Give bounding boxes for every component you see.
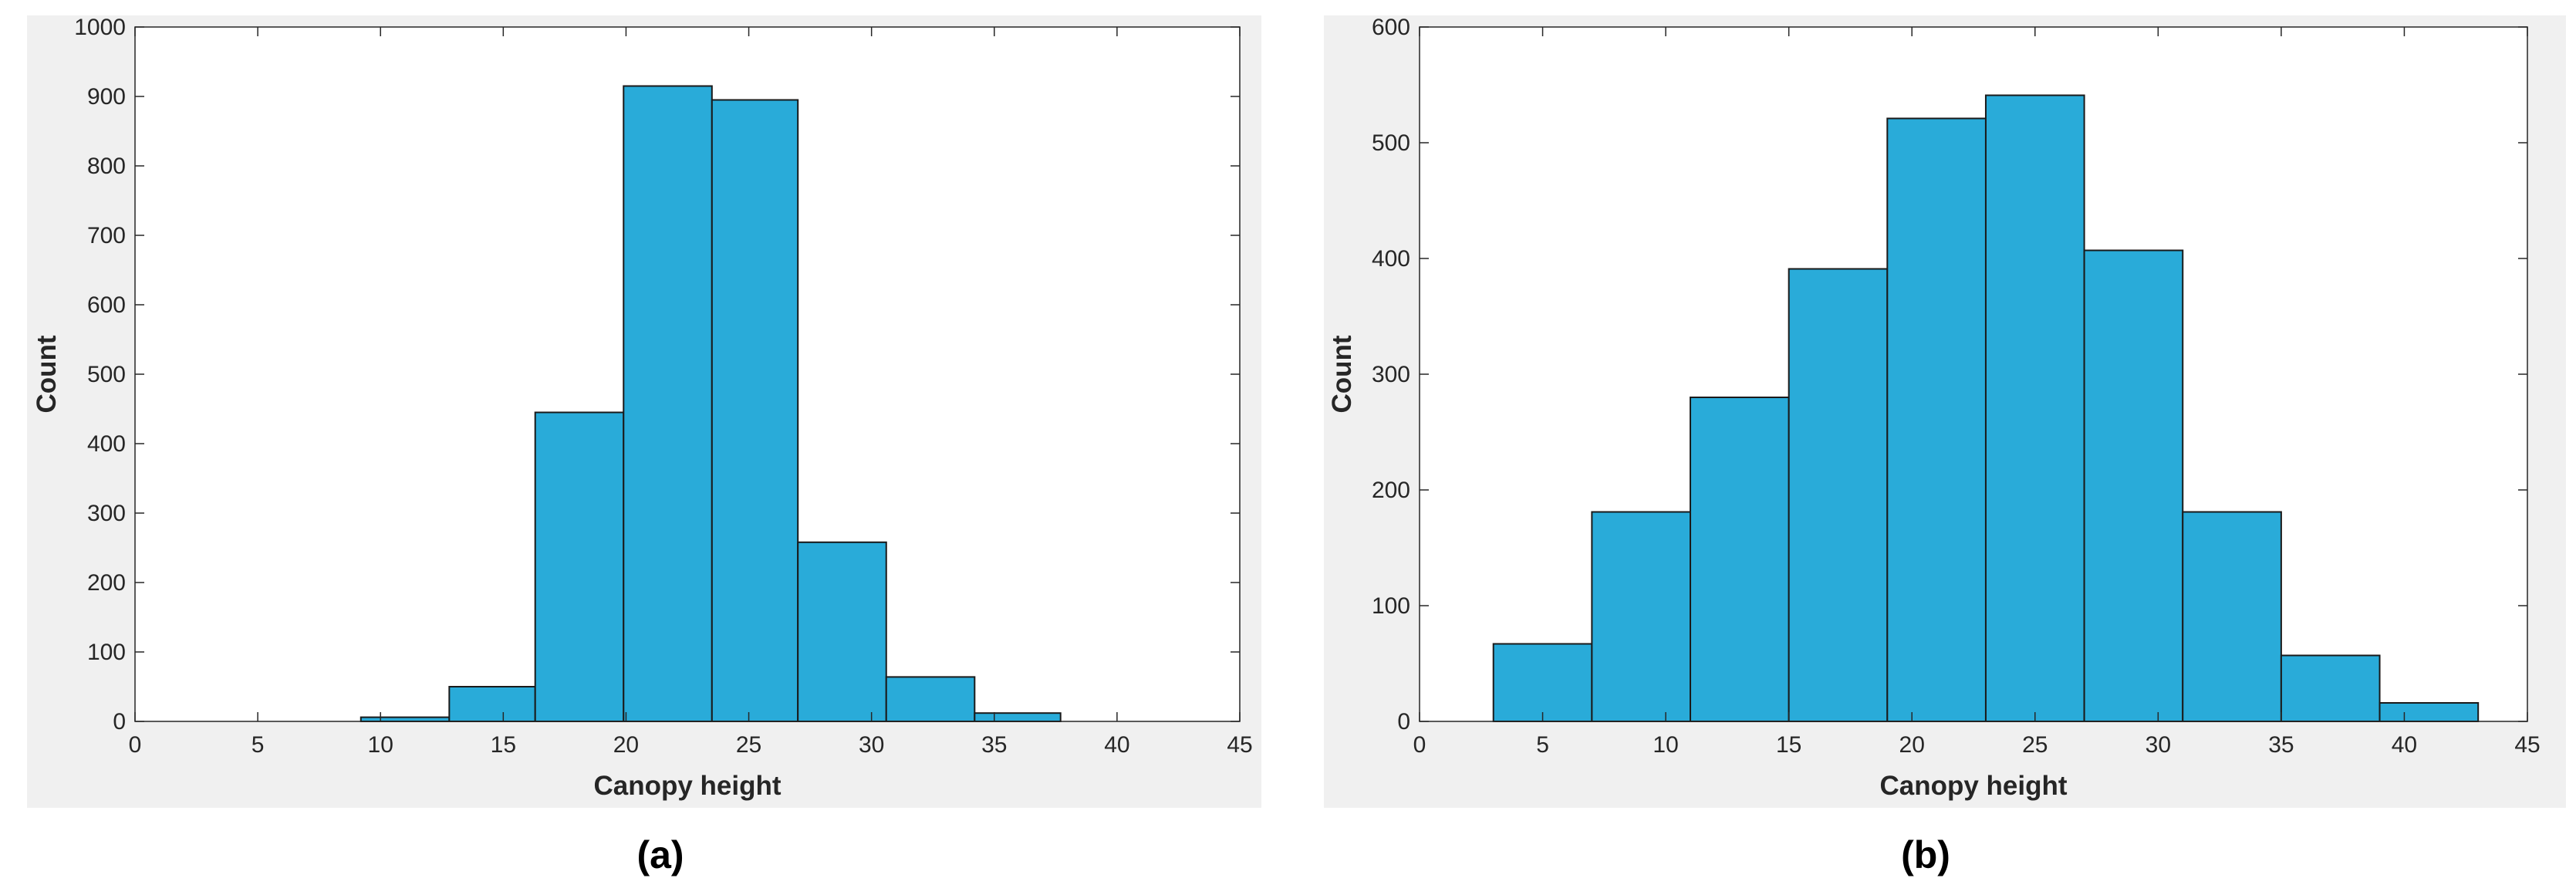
y-tick-label: 500 — [87, 362, 126, 387]
y-tick-label: 400 — [87, 431, 126, 457]
histogram-panel-a: 0 5 10 15 20 25 30 35 40 45 0 100 200 300 400 500 600 700… — [0, 0, 1281, 895]
histogram-bar — [1886, 117, 1987, 722]
x-tick-label: 40 — [2392, 732, 2417, 758]
y-tick-label: 100 — [1372, 593, 1410, 619]
x-tick-label: 20 — [1899, 732, 1925, 758]
y-tick-label: 200 — [1372, 478, 1410, 503]
x-tick-label: 45 — [1227, 732, 1252, 758]
x-tick-label: 25 — [736, 732, 761, 758]
histogram-bar — [1591, 511, 1692, 722]
x-tick-label: 40 — [1104, 732, 1129, 758]
histogram-bar — [2280, 654, 2381, 722]
y-axis-label: Count — [1327, 335, 1357, 413]
histogram-a-svg: 0 5 10 15 20 25 30 35 40 45 0 100 200 300 400 500 600 700… — [27, 15, 1261, 876]
histogram-bar — [2378, 702, 2480, 722]
x-tick-label: 30 — [859, 732, 884, 758]
histogram-bar — [360, 716, 451, 722]
y-tick-label: 600 — [1372, 15, 1410, 40]
histogram-bar — [2182, 511, 2282, 722]
y-tick-label: 900 — [87, 84, 126, 110]
x-tick-label: 0 — [1413, 732, 1426, 758]
y-tick-label: 300 — [87, 501, 126, 526]
histogram-bar — [1788, 268, 1889, 722]
histogram-b-svg: 0 5 10 15 20 25 30 35 40 45 0 100 200 300 400 500 600 Ca… — [1324, 15, 2566, 876]
axes-frame — [134, 26, 1241, 722]
histogram-bar — [623, 85, 713, 722]
histogram-bar — [797, 541, 887, 722]
x-tick-label: 10 — [1653, 732, 1678, 758]
subplot-caption: (b) — [1901, 833, 1950, 876]
x-tick-label: 25 — [2022, 732, 2048, 758]
x-tick-label: 35 — [2268, 732, 2294, 758]
y-tick-label: 300 — [1372, 362, 1410, 387]
x-tick-label: 45 — [2514, 732, 2540, 758]
histogram-bar — [1690, 397, 1790, 722]
x-tick-label: 5 — [1536, 732, 1549, 758]
subplot-caption: (a) — [636, 833, 684, 876]
ticks-group: 0 5 10 15 20 25 30 35 40 45 0 100 200 300 400 500 600 700… — [74, 15, 1252, 758]
histogram-panel-b: 0 5 10 15 20 25 30 35 40 45 0 100 200 300 400 500 600 Ca… — [1293, 0, 2576, 895]
y-tick-label: 200 — [87, 570, 126, 596]
bars-group — [360, 85, 1062, 723]
bars-group — [1492, 94, 2480, 722]
x-axis-label: Canopy height — [1879, 771, 2067, 801]
y-tick-label: 600 — [87, 292, 126, 318]
y-tick-label: 500 — [1372, 130, 1410, 156]
histogram-bar — [974, 712, 1062, 723]
histogram-bar — [1492, 643, 1593, 722]
y-tick-label: 800 — [87, 154, 126, 179]
y-tick-label: 100 — [87, 640, 126, 665]
histogram-bar — [1984, 94, 2085, 722]
y-tick-label: 1000 — [74, 15, 126, 40]
x-tick-label: 10 — [368, 732, 393, 758]
y-tick-label: 700 — [87, 223, 126, 248]
histogram-bar — [2083, 249, 2184, 722]
y-tick-label: 0 — [113, 709, 126, 735]
y-axis-label: Count — [32, 335, 62, 413]
ticks-group: 0 5 10 15 20 25 30 35 40 45 0 100 200 300 400 500 600 — [1372, 15, 2541, 758]
axes-frame — [1419, 26, 2528, 722]
y-tick-label: 400 — [1372, 246, 1410, 272]
x-tick-label: 35 — [981, 732, 1007, 758]
y-tick-label: 0 — [1397, 709, 1410, 735]
x-tick-label: 0 — [129, 732, 142, 758]
histogram-bar — [711, 99, 799, 722]
histogram-bar — [885, 676, 976, 723]
x-tick-label: 15 — [1776, 732, 1801, 758]
x-tick-label: 30 — [2146, 732, 2171, 758]
x-tick-label: 5 — [252, 732, 265, 758]
x-tick-label: 15 — [491, 732, 516, 758]
histogram-bar — [534, 411, 625, 722]
x-tick-label: 20 — [613, 732, 639, 758]
histogram-bar — [448, 686, 536, 722]
x-axis-label: Canopy height — [593, 771, 781, 801]
